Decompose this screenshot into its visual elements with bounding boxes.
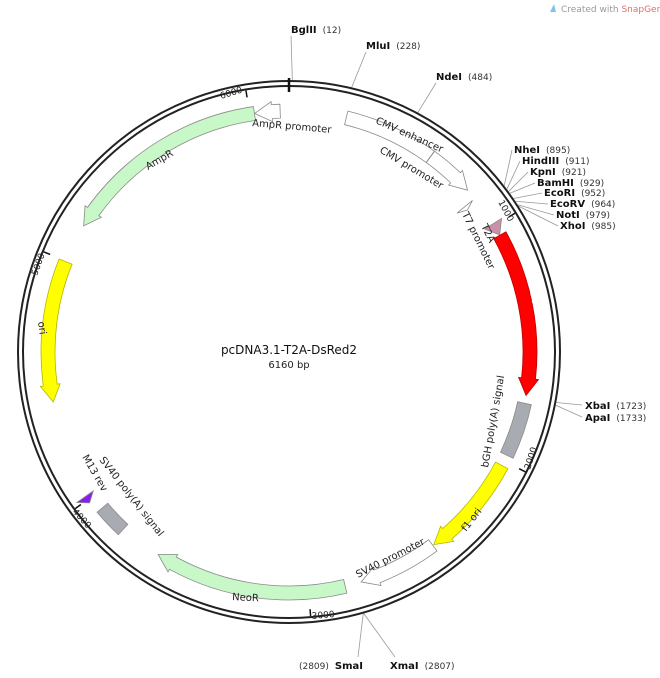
site-lines: [290, 35, 583, 658]
tick-mark: [74, 503, 82, 510]
credit: Created with SnapGene®: [550, 4, 660, 15]
feature-label-ampr-promoter[interactable]: AmpR promoter: [252, 118, 333, 136]
tick-mark: [518, 467, 526, 473]
site-line-xmai: [363, 613, 396, 658]
features: [39, 100, 540, 601]
feature-ori[interactable]: [39, 258, 73, 403]
tick-label: 5000: [30, 252, 47, 277]
site-line-xhoi: [518, 205, 559, 227]
site-line-xbai: [556, 402, 583, 406]
site-line-ecorv: [515, 200, 549, 205]
site-labels: BglII (12) MluI (228) NdeI (484) NheI (895) …: [291, 25, 646, 672]
site-label-smai[interactable]: (2809) SmaI: [299, 661, 363, 672]
site-line-ecori: [513, 192, 543, 199]
site-label-bamhi[interactable]: BamHI (929): [537, 178, 604, 189]
site-label-hindiii[interactable]: HindIII (911): [522, 156, 589, 167]
snapgene-logo-icon: [550, 4, 556, 12]
feature-bgh-poly-a-signal[interactable]: [499, 401, 532, 459]
feature-sv40-promoter[interactable]: [360, 539, 438, 587]
feature-ampr-promoter[interactable]: [253, 100, 281, 123]
tick-label: 3000: [311, 610, 335, 622]
site-label-mlui[interactable]: MluI (228): [366, 41, 420, 52]
site-line-hindiii: [506, 160, 521, 190]
site-line-mlui: [351, 51, 367, 88]
site-line-noti: [517, 204, 555, 216]
tick-mark: [508, 212, 516, 218]
feature-neor[interactable]: [157, 553, 348, 601]
site-label-noti[interactable]: NotI (979): [556, 210, 610, 221]
feature-label-neor[interactable]: NeoR: [232, 592, 259, 604]
site-line-smai: [357, 613, 364, 658]
site-label-ecorv[interactable]: EcoRV (964): [550, 199, 615, 210]
feature-sv40-poly-a-signal[interactable]: [96, 502, 129, 536]
feature-label-sv40-polya[interactable]: SV40 poly(A) signal: [97, 455, 166, 539]
feature-dsred2[interactable]: [493, 231, 540, 397]
site-line-nhei: [503, 149, 513, 186]
tick-marks: [43, 90, 526, 617]
plasmid-name: pcDNA3.1-T2A-DsRed2: [221, 343, 357, 357]
site-line-ndei: [417, 82, 437, 113]
tick-label: 6000: [219, 86, 244, 102]
site-label-apai[interactable]: ApaI (1733): [585, 413, 646, 424]
site-label-ecori[interactable]: EcoRI (952): [544, 188, 605, 199]
site-label-xhoi[interactable]: XhoI (985): [560, 221, 616, 232]
site-label-kpni[interactable]: KpnI (921): [530, 167, 586, 178]
credit-text: Created with SnapGene®: [561, 4, 660, 15]
site-line-apai: [555, 404, 583, 418]
site-line-bglii: [290, 35, 293, 81]
feature-m13-rev[interactable]: [75, 489, 94, 504]
feature-cmv-promoter[interactable]: [425, 150, 469, 191]
feature-label-ori[interactable]: ori: [35, 321, 48, 335]
feature-f1-ori[interactable]: [433, 461, 509, 546]
plasmid-length: 6160 bp: [268, 360, 309, 371]
feature-label-bgh-polya[interactable]: bGH poly(A) signal: [480, 375, 507, 469]
feature-t7-promoter[interactable]: [456, 200, 473, 214]
site-label-xmai[interactable]: XmaI (2807): [390, 661, 455, 672]
site-line-kpni: [508, 171, 529, 192]
site-label-bglii[interactable]: BglII (12): [291, 25, 341, 36]
site-label-ndei[interactable]: NdeI (484): [436, 72, 492, 83]
tick-mark: [43, 251, 51, 256]
site-label-nhei[interactable]: NheI (895): [514, 145, 570, 156]
feature-t2a[interactable]: [483, 217, 503, 236]
feature-ampr[interactable]: [83, 106, 256, 227]
tick-mark: [309, 609, 312, 617]
tick-mark: [245, 90, 248, 98]
site-label-xbai[interactable]: XbaI (1723): [585, 401, 646, 412]
site-line-bamhi: [509, 182, 536, 194]
